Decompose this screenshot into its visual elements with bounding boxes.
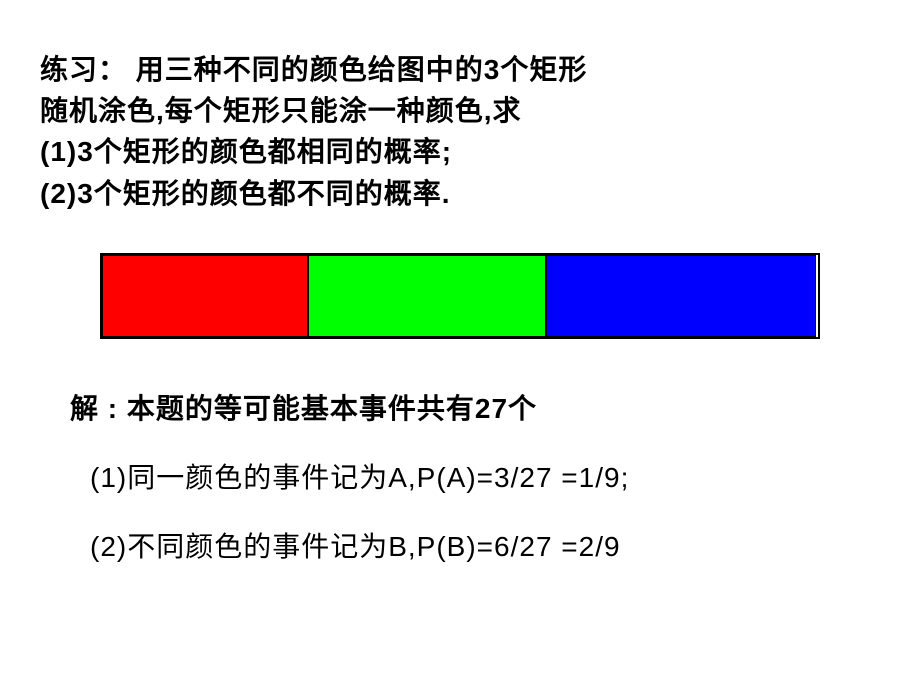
- problem-line-1: 练习： 用三种不同的颜色给图中的3个矩形: [40, 50, 880, 89]
- rectangle-blue: [546, 255, 816, 337]
- problem-statement: 练习： 用三种不同的颜色给图中的3个矩形 随机涂色,每个矩形只能涂一种颜色,求 …: [40, 50, 880, 213]
- solution-part-1: (1)同一颜色的事件记为A,P(A)=3/27 =1/9;: [90, 458, 880, 497]
- solution-header: 解 : 本题的等可能基本事件共有27个: [70, 389, 880, 428]
- solution-part-2: (2)不同颜色的事件记为B,P(B)=6/27 =2/9: [90, 527, 880, 566]
- problem-line-3: (1)3个矩形的颜色都相同的概率;: [40, 132, 880, 171]
- problem-line-4: (2)3个矩形的颜色都不同的概率.: [40, 174, 880, 213]
- rectangle-green: [308, 255, 546, 337]
- colored-rectangles-diagram: [100, 253, 820, 339]
- solution-section: 解 : 本题的等可能基本事件共有27个 (1)同一颜色的事件记为A,P(A)=3…: [70, 389, 880, 567]
- rectangle-red: [102, 255, 308, 337]
- problem-line-2: 随机涂色,每个矩形只能涂一种颜色,求: [40, 91, 880, 130]
